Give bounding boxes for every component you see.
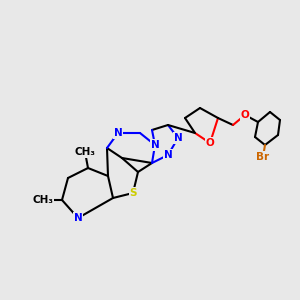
Text: S: S xyxy=(129,188,137,198)
Text: O: O xyxy=(241,110,249,120)
Text: N: N xyxy=(174,133,182,143)
Text: CH₃: CH₃ xyxy=(74,147,95,157)
Text: N: N xyxy=(114,128,122,138)
Text: O: O xyxy=(206,138,214,148)
Text: N: N xyxy=(164,150,172,160)
Text: N: N xyxy=(74,213,82,223)
Text: Br: Br xyxy=(256,152,270,162)
Text: N: N xyxy=(151,140,159,150)
Text: CH₃: CH₃ xyxy=(32,195,53,205)
